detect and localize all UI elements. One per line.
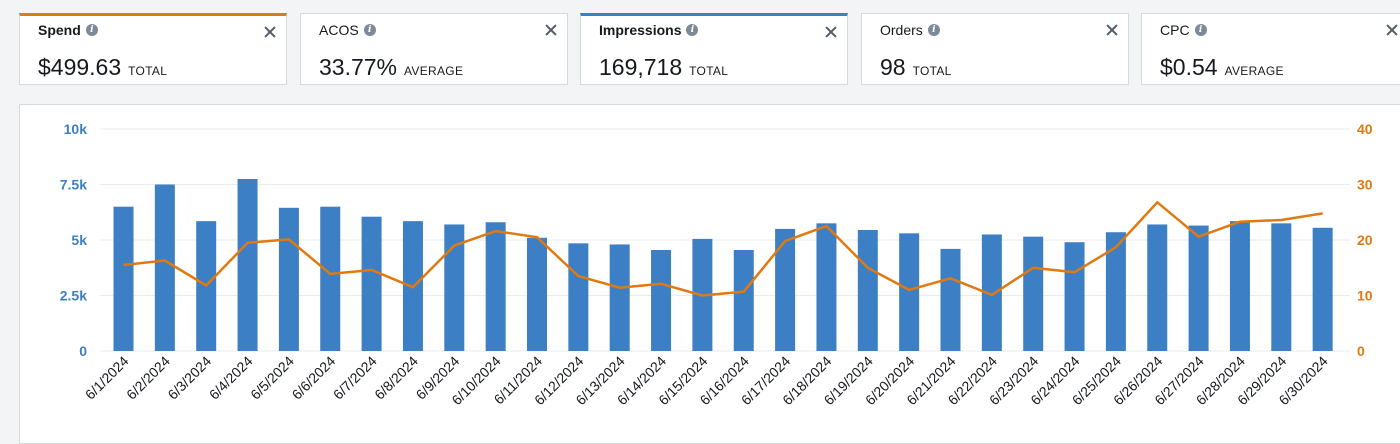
- x-tick-label: 6/4/2024: [206, 353, 256, 403]
- bar: [1271, 223, 1291, 351]
- bar: [1189, 226, 1209, 351]
- y-right-tick: 10: [1357, 288, 1373, 304]
- y-left-tick: 10k: [64, 121, 88, 137]
- bar: [362, 217, 382, 351]
- y-left-tick: 5k: [71, 232, 87, 248]
- x-tick-label: 6/5/2024: [247, 353, 297, 403]
- bar: [1313, 228, 1333, 351]
- x-tick-label: 6/3/2024: [164, 353, 214, 403]
- bar: [651, 250, 671, 351]
- bar: [238, 179, 258, 351]
- bar: [1065, 242, 1085, 351]
- bar: [858, 230, 878, 351]
- y-right-tick: 30: [1357, 177, 1373, 193]
- x-tick-label: 6/6/2024: [289, 353, 339, 403]
- bar: [899, 233, 919, 351]
- x-tick-label: 6/2/2024: [123, 353, 173, 403]
- y-right-tick: 20: [1357, 232, 1373, 248]
- bar: [568, 243, 588, 351]
- y-right-tick: 0: [1357, 343, 1365, 359]
- line-series: [124, 202, 1323, 295]
- bar: [1230, 221, 1250, 351]
- y-left-tick: 2.5k: [60, 288, 87, 304]
- x-tick-label: 6/8/2024: [371, 353, 421, 403]
- x-tick-label: 6/7/2024: [330, 353, 380, 403]
- bar: [114, 207, 134, 351]
- bar: [941, 249, 961, 351]
- bar: [610, 244, 630, 351]
- y-right-tick: 40: [1357, 121, 1373, 137]
- bar: [775, 229, 795, 351]
- bar: [816, 223, 836, 351]
- bar: [1023, 237, 1043, 351]
- bar: [155, 185, 175, 352]
- bar: [486, 222, 506, 351]
- bar: [320, 207, 340, 351]
- bar: [527, 238, 547, 351]
- bar: [734, 250, 754, 351]
- x-tick-label: 6/1/2024: [82, 353, 132, 403]
- bar: [1147, 224, 1167, 351]
- bar: [279, 208, 299, 351]
- y-left-tick: 7.5k: [60, 177, 87, 193]
- y-left-tick: 0: [79, 343, 87, 359]
